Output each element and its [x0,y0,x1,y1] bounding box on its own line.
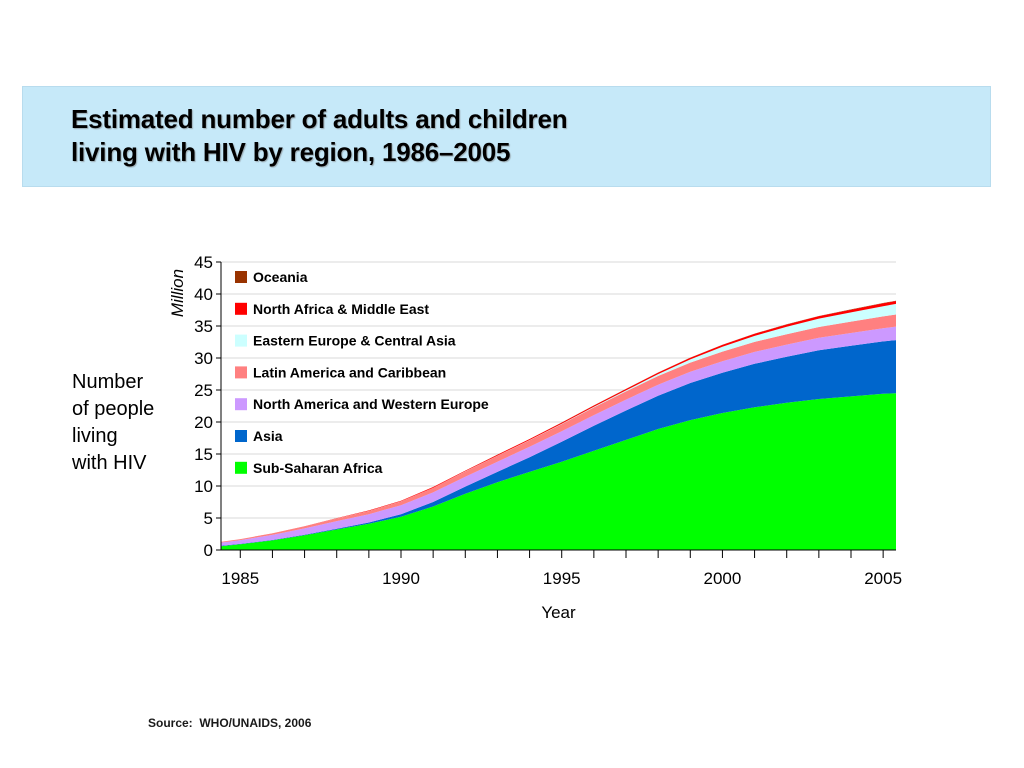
area-north-america-and-western-europe [221,326,896,546]
y-tick-label: 30 [194,349,213,368]
y-tick-label: 25 [194,381,213,400]
chart-areas [221,300,896,550]
legend-swatch-eastern-europe-central-asia [235,334,247,347]
y-tick-label: 0 [204,541,213,560]
legend-swatch-oceania [235,271,247,283]
x-tick-label: 2000 [704,569,742,588]
y-tick-label: 20 [194,413,213,432]
side-label-line-1: Number [72,371,144,393]
side-label: Number of people living with HIV [72,369,182,477]
y-tick-label: 5 [204,509,213,528]
chart-legend: Oceania North Africa & Middle East Eastern… [235,269,489,476]
legend-swatch-north-africa-middle-east [235,302,247,315]
side-label-line-4: with HIV [72,452,147,474]
y-tick-label: 40 [194,285,213,304]
side-label-line-3: living [72,425,118,447]
y-tick-label: 35 [194,317,213,336]
area-asia [221,340,896,547]
y-tick-label: 15 [194,445,213,464]
legend-label-sub-saharan-africa: Sub-Saharan Africa [253,460,383,476]
legend-swatch-asia [235,430,247,442]
side-label-line-2: of people [72,398,155,420]
area-latin-america-and-caribbean [221,314,896,543]
x-axis-label: Year [541,603,576,622]
legend-label-north-america-and-western-europe: North America and Western Europe [253,396,489,412]
y-tick-label: 45 [194,253,213,272]
x-tick-label: 1995 [543,569,581,588]
y-tick-label: 10 [194,477,213,496]
chart-axes: 0 5 10 15 20 25 30 35 40 45 1985 1990 1995 2000 2005 [194,253,902,588]
page-title-line-1: Estimated number of adults and children [71,104,568,134]
legend-label-north-africa-middle-east: North Africa & Middle East [253,301,429,317]
legend-swatch-north-america-and-western-europe [235,398,247,411]
area-sub-saharan-africa [221,393,896,550]
legend-swatch-latin-america-and-caribbean [235,366,247,379]
x-tick-label: 1990 [382,569,420,588]
legend-label-asia: Asia [253,428,283,444]
legend-label-oceania: Oceania [253,269,308,285]
legend-label-eastern-europe-central-asia: Eastern Europe & Central Asia [253,333,456,349]
legend-swatch-sub-saharan-africa [235,461,247,474]
legend-label-latin-america-and-caribbean: Latin America and Caribbean [253,364,446,380]
source-note: Source: WHO/UNAIDS, 2006 [148,716,312,730]
page-title-line-2: living with HIV by region, 1986–2005 [71,137,511,167]
title-banner: Estimated number of adults and children … [22,86,991,187]
x-tick-label: 2005 [864,569,902,588]
x-tick-label: 1985 [221,569,259,588]
